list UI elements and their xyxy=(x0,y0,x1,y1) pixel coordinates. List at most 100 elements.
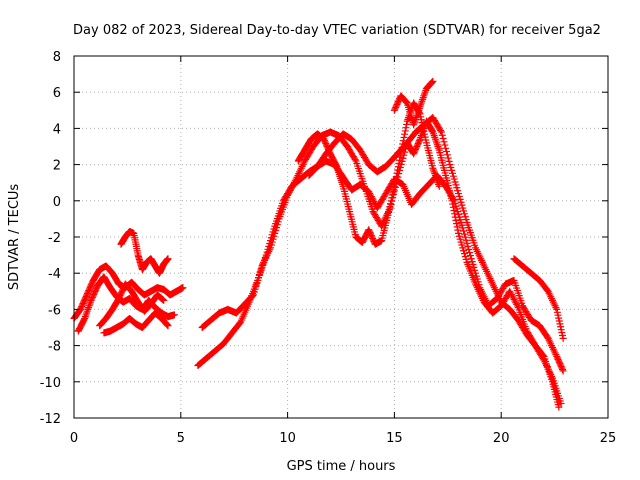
data-point-track-i xyxy=(450,207,458,215)
data-point-track-f xyxy=(559,367,567,375)
data-point-track-h xyxy=(392,176,400,184)
data-point-track-i xyxy=(512,299,520,307)
data-point-track-g xyxy=(443,148,451,156)
data-point-track-f xyxy=(465,245,473,253)
grid-lines xyxy=(74,56,608,418)
y-tick-label: -8 xyxy=(48,340,61,355)
data-points xyxy=(70,77,567,411)
data-point-track-h xyxy=(391,179,399,187)
axis-ticks: -12 -10 -8 -6 -4 -2 0 2 4 6 8 0 5 10 15 20 25 xyxy=(40,50,617,446)
data-point-track-h xyxy=(401,130,409,138)
y-tick-label: 2 xyxy=(53,159,61,174)
data-point-track-g xyxy=(287,185,295,193)
data-point-track-c xyxy=(160,296,168,304)
data-point-track-g xyxy=(400,151,408,159)
x-axis-label: GPS time / hours xyxy=(287,459,396,474)
x-tick-label: 10 xyxy=(279,431,296,446)
chart-title: Day 082 of 2023, Sidereal Day-to-day VTE… xyxy=(73,23,601,38)
data-point-track-f xyxy=(459,224,467,232)
data-point-track-g xyxy=(439,135,447,143)
data-point-track-i xyxy=(507,289,515,297)
data-point-track-b xyxy=(170,311,178,319)
data-point-track-g xyxy=(442,144,450,152)
data-point-track-j xyxy=(429,77,437,85)
data-point-track-f xyxy=(543,333,551,341)
data-point-track-h xyxy=(403,120,411,128)
data-point-track-h xyxy=(332,161,340,169)
data-point-track-g xyxy=(438,131,446,139)
data-point-track-i xyxy=(506,287,514,295)
data-point-track-i xyxy=(454,226,462,234)
data-point-track-g xyxy=(440,138,448,146)
x-tick-label: 25 xyxy=(600,431,617,446)
y-tick-label: -10 xyxy=(40,376,61,391)
data-point-track-i xyxy=(509,294,517,302)
data-point-track-i xyxy=(513,302,521,310)
data-point-track-d xyxy=(163,320,171,328)
x-tick-label: 5 xyxy=(177,431,185,446)
data-point-track-f xyxy=(559,365,567,373)
data-point-track-g xyxy=(290,180,298,188)
y-axis-label: SDTVAR / TECUs xyxy=(7,184,22,291)
data-point-track-g xyxy=(445,157,453,165)
data-point-track-g xyxy=(444,154,452,162)
data-point-track-g xyxy=(289,182,297,190)
x-tick-label: 20 xyxy=(493,431,510,446)
data-point-track-h xyxy=(396,156,404,164)
data-point-track-k xyxy=(559,334,567,342)
data-point-track-f xyxy=(466,249,474,257)
y-tick-label: 4 xyxy=(53,122,61,137)
data-point-track-i xyxy=(451,210,459,218)
data-point-track-h xyxy=(394,163,402,171)
data-point-track-g xyxy=(285,188,293,196)
data-point-track-f xyxy=(460,230,468,238)
data-point-track-f xyxy=(236,319,244,327)
data-point-track-d xyxy=(163,321,171,329)
data-point-track-f xyxy=(464,242,472,250)
data-point-track-i xyxy=(511,297,519,305)
data-point-track-f xyxy=(461,233,469,241)
data-point-track-g xyxy=(443,151,451,159)
data-point-track-i xyxy=(415,137,423,145)
y-tick-label: -4 xyxy=(48,267,61,282)
data-point-track-h xyxy=(435,182,443,190)
data-point-track-i xyxy=(510,295,518,303)
data-point-track-i xyxy=(453,220,461,228)
y-tick-label: 8 xyxy=(53,50,61,65)
y-tick-label: -6 xyxy=(48,303,61,318)
data-point-track-j xyxy=(428,79,436,87)
data-point-track-h xyxy=(394,166,402,174)
data-point-track-a xyxy=(179,284,187,292)
data-point-track-g xyxy=(291,177,299,185)
data-point-track-h xyxy=(392,173,400,181)
y-tick-label: 6 xyxy=(53,86,61,101)
data-point-track-i xyxy=(449,200,457,208)
x-tick-label: 0 xyxy=(70,431,78,446)
x-tick-label: 15 xyxy=(386,431,403,446)
data-point-track-f xyxy=(460,227,468,235)
data-point-track-i xyxy=(513,300,521,308)
data-point-track-g xyxy=(288,183,296,191)
data-point-track-f xyxy=(462,236,470,244)
data-point-track-i xyxy=(448,197,456,205)
data-point-track-f xyxy=(466,252,474,260)
data-point-track-i xyxy=(508,292,516,300)
data-point-track-f xyxy=(369,196,377,204)
data-point-track-g xyxy=(284,190,292,198)
data-point-track-h xyxy=(393,169,401,177)
data-point-track-h xyxy=(395,160,403,168)
data-point-track-i xyxy=(452,216,460,224)
data-point-track-g xyxy=(441,141,449,149)
data-point-track-h xyxy=(401,127,409,135)
y-tick-label: -2 xyxy=(48,231,61,246)
data-point-track-i xyxy=(507,291,515,299)
data-point-track-g xyxy=(249,292,257,300)
data-point-track-b xyxy=(80,316,88,324)
data-point-track-h xyxy=(400,133,408,141)
data-point-track-g xyxy=(437,127,445,135)
data-point-track-g xyxy=(286,186,294,194)
data-point-track-j xyxy=(428,78,436,86)
data-point-track-h xyxy=(390,182,398,190)
data-point-track-g xyxy=(284,191,292,199)
